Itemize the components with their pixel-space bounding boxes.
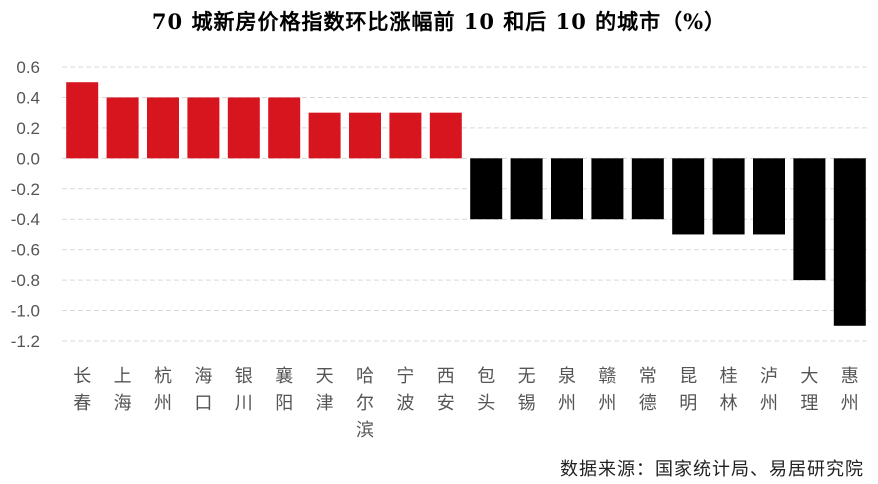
- bar: [470, 158, 503, 220]
- bar: [753, 158, 785, 235]
- x-tick-label: 赣州: [598, 366, 616, 414]
- x-tick-label: 泸州: [760, 366, 778, 414]
- x-tick-label: 海口: [194, 366, 212, 414]
- x-tick-label: 大理: [800, 366, 818, 414]
- x-tick-label: 泉州: [558, 366, 576, 414]
- y-tick-label: 0.2: [16, 119, 40, 138]
- bar: [227, 97, 260, 159]
- y-tick-label: -1.2: [11, 332, 40, 351]
- bar: [510, 158, 543, 220]
- bar-chart: 0.6 0.4 0.2 0.0 -0.2 -0.4 -0.6 -0.8 -1.0 -1.2 长春上海…: [11, 58, 870, 441]
- y-tick-label: -0.6: [11, 241, 40, 260]
- bar: [712, 158, 745, 235]
- x-tick-label: 上海: [114, 366, 132, 414]
- bar: [147, 97, 179, 159]
- x-tick-label: 桂林: [720, 366, 738, 414]
- y-tick-label: 0.4: [16, 88, 40, 107]
- y-tick-label: -0.4: [11, 210, 40, 229]
- bar: [833, 158, 866, 326]
- y-tick-label: -1.0: [11, 302, 40, 321]
- x-tick-label: 惠州: [841, 366, 859, 414]
- bar: [551, 158, 583, 220]
- bar: [389, 112, 422, 159]
- x-tick-label: 常德: [639, 366, 657, 414]
- bar: [591, 158, 624, 220]
- y-tick-label: 0.0: [16, 149, 40, 168]
- bar: [349, 112, 381, 159]
- bar: [793, 158, 826, 281]
- x-tick-label: 天津: [316, 366, 334, 414]
- bar: [268, 97, 301, 159]
- bar: [187, 97, 220, 159]
- x-tick-label: 宁波: [396, 366, 414, 414]
- y-tick-label: -0.2: [11, 180, 40, 199]
- bar: [429, 112, 462, 159]
- bar: [66, 82, 99, 159]
- x-tick-label: 长春: [73, 366, 91, 414]
- x-tick-label: 银川: [235, 366, 253, 414]
- x-tick-label: 无锡: [518, 366, 536, 414]
- y-tick-label: 0.6: [16, 58, 40, 77]
- x-tick-label: 昆明: [679, 366, 697, 414]
- x-tick-label: 哈尔滨: [356, 366, 374, 441]
- bar: [106, 97, 139, 159]
- y-tick-label: -0.8: [11, 271, 40, 290]
- x-tick-label: 西安: [437, 366, 455, 414]
- source-note: 数据来源：国家统计局、易居研究院: [560, 459, 864, 480]
- x-tick-label: 包头: [477, 366, 495, 414]
- bar: [631, 158, 664, 220]
- chart-title: 70 城新房价格指数环比涨幅前 10 和后 10 的城市（%）: [151, 9, 727, 34]
- x-tick-label: 杭州: [154, 366, 172, 414]
- bar: [672, 158, 705, 235]
- x-tick-label: 襄阳: [275, 366, 293, 414]
- bar: [308, 112, 341, 159]
